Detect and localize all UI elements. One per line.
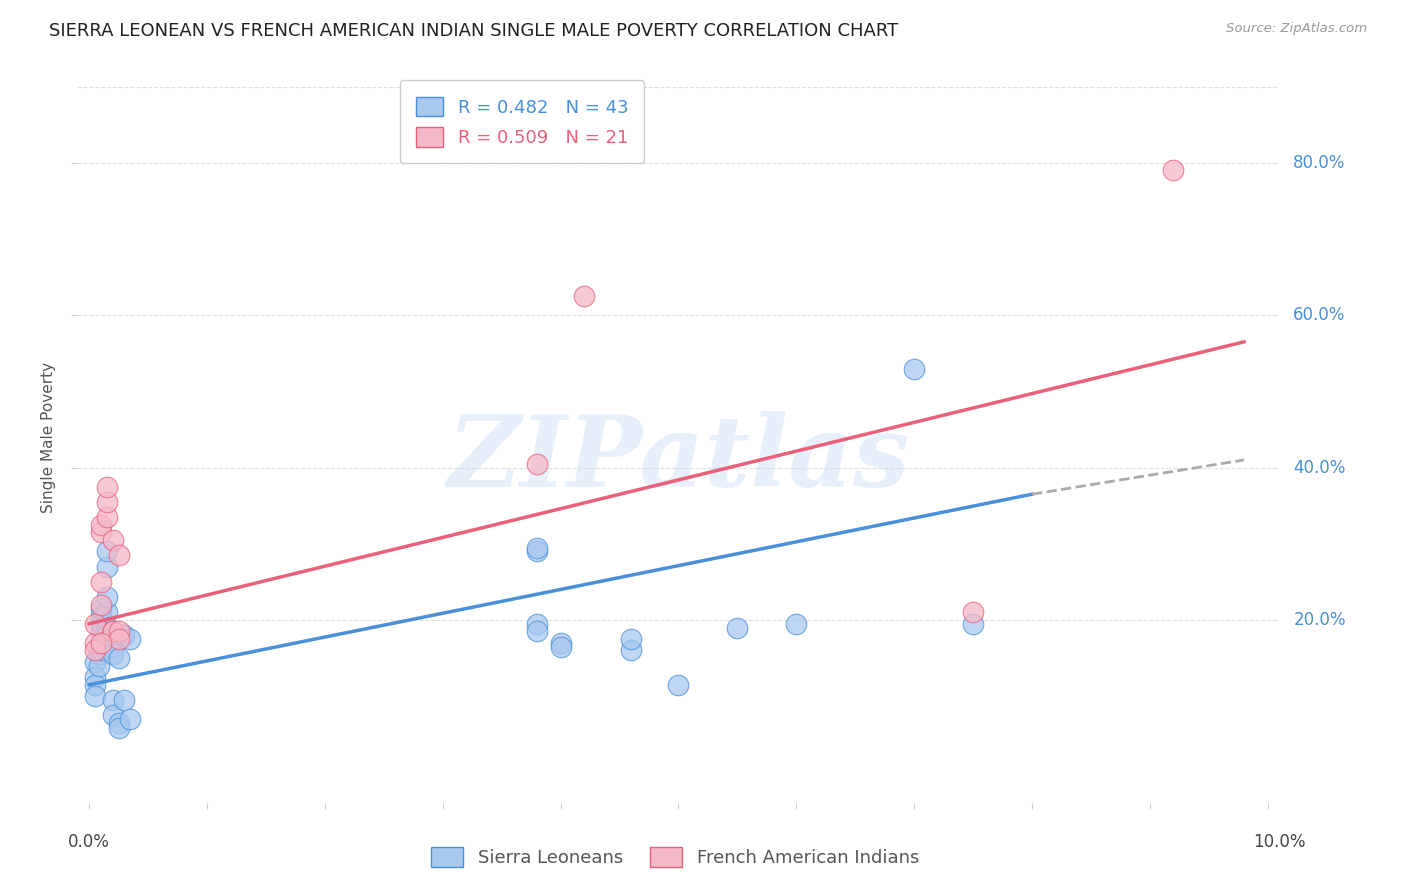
Text: 40.0%: 40.0% <box>1294 458 1346 476</box>
Point <box>87 647 110 661</box>
Point <box>90 601 112 615</box>
Point <box>96 621 118 635</box>
Point <box>101 624 124 639</box>
Point <box>90 517 112 532</box>
Point <box>84 655 107 669</box>
Point <box>96 590 118 604</box>
Point <box>101 624 124 639</box>
Point <box>90 636 112 650</box>
Point <box>107 624 129 639</box>
Point <box>550 636 572 650</box>
Point <box>526 541 548 555</box>
Point <box>96 480 118 494</box>
Point <box>96 559 118 574</box>
Point <box>90 636 112 650</box>
Text: Source: ZipAtlas.com: Source: ZipAtlas.com <box>1226 22 1367 36</box>
Legend: Sierra Leoneans, French American Indians: Sierra Leoneans, French American Indians <box>423 839 927 874</box>
Point <box>90 616 112 631</box>
Point <box>101 693 124 707</box>
Point <box>84 678 107 692</box>
Text: SIERRA LEONEAN VS FRENCH AMERICAN INDIAN SINGLE MALE POVERTY CORRELATION CHART: SIERRA LEONEAN VS FRENCH AMERICAN INDIAN… <box>49 22 898 40</box>
Point <box>107 721 129 735</box>
Point <box>90 574 112 589</box>
Point <box>90 643 112 657</box>
Point <box>84 689 107 703</box>
Point <box>526 457 548 471</box>
Point <box>114 628 136 642</box>
Point <box>120 632 142 646</box>
Point <box>572 289 595 303</box>
Point <box>96 628 118 642</box>
Point <box>90 624 112 639</box>
Point <box>526 616 548 631</box>
Point <box>526 544 548 558</box>
Point <box>785 616 807 631</box>
Point <box>96 605 118 619</box>
Point <box>96 544 118 558</box>
Y-axis label: Single Male Poverty: Single Male Poverty <box>41 361 56 513</box>
Point <box>107 715 129 730</box>
Text: 80.0%: 80.0% <box>1294 153 1346 172</box>
Text: 20.0%: 20.0% <box>1294 611 1346 629</box>
Point <box>107 651 129 665</box>
Point <box>96 636 118 650</box>
Point <box>107 632 129 646</box>
Point <box>1163 163 1185 178</box>
Text: 60.0%: 60.0% <box>1294 306 1346 324</box>
Point <box>962 616 984 631</box>
Point <box>120 712 142 726</box>
Point <box>725 621 748 635</box>
Point <box>666 678 689 692</box>
Point <box>620 632 643 646</box>
Point <box>96 510 118 524</box>
Point <box>101 647 124 661</box>
Point <box>101 533 124 547</box>
Text: 10.0%: 10.0% <box>1253 833 1306 851</box>
Point <box>90 609 112 624</box>
Point <box>550 640 572 654</box>
Text: 0.0%: 0.0% <box>67 833 110 851</box>
Text: ZIPatlas: ZIPatlas <box>447 411 910 508</box>
Point <box>620 643 643 657</box>
Point <box>84 616 107 631</box>
Point <box>87 658 110 673</box>
Point <box>526 624 548 639</box>
Point <box>90 598 112 612</box>
Point <box>114 693 136 707</box>
Point <box>84 636 107 650</box>
Point <box>101 640 124 654</box>
Point <box>903 361 925 376</box>
Point <box>90 525 112 540</box>
Point <box>962 605 984 619</box>
Point <box>96 495 118 509</box>
Legend: R = 0.482   N = 43, R = 0.509   N = 21: R = 0.482 N = 43, R = 0.509 N = 21 <box>399 80 644 163</box>
Point <box>107 548 129 562</box>
Point <box>84 643 107 657</box>
Point <box>101 708 124 723</box>
Point <box>84 670 107 684</box>
